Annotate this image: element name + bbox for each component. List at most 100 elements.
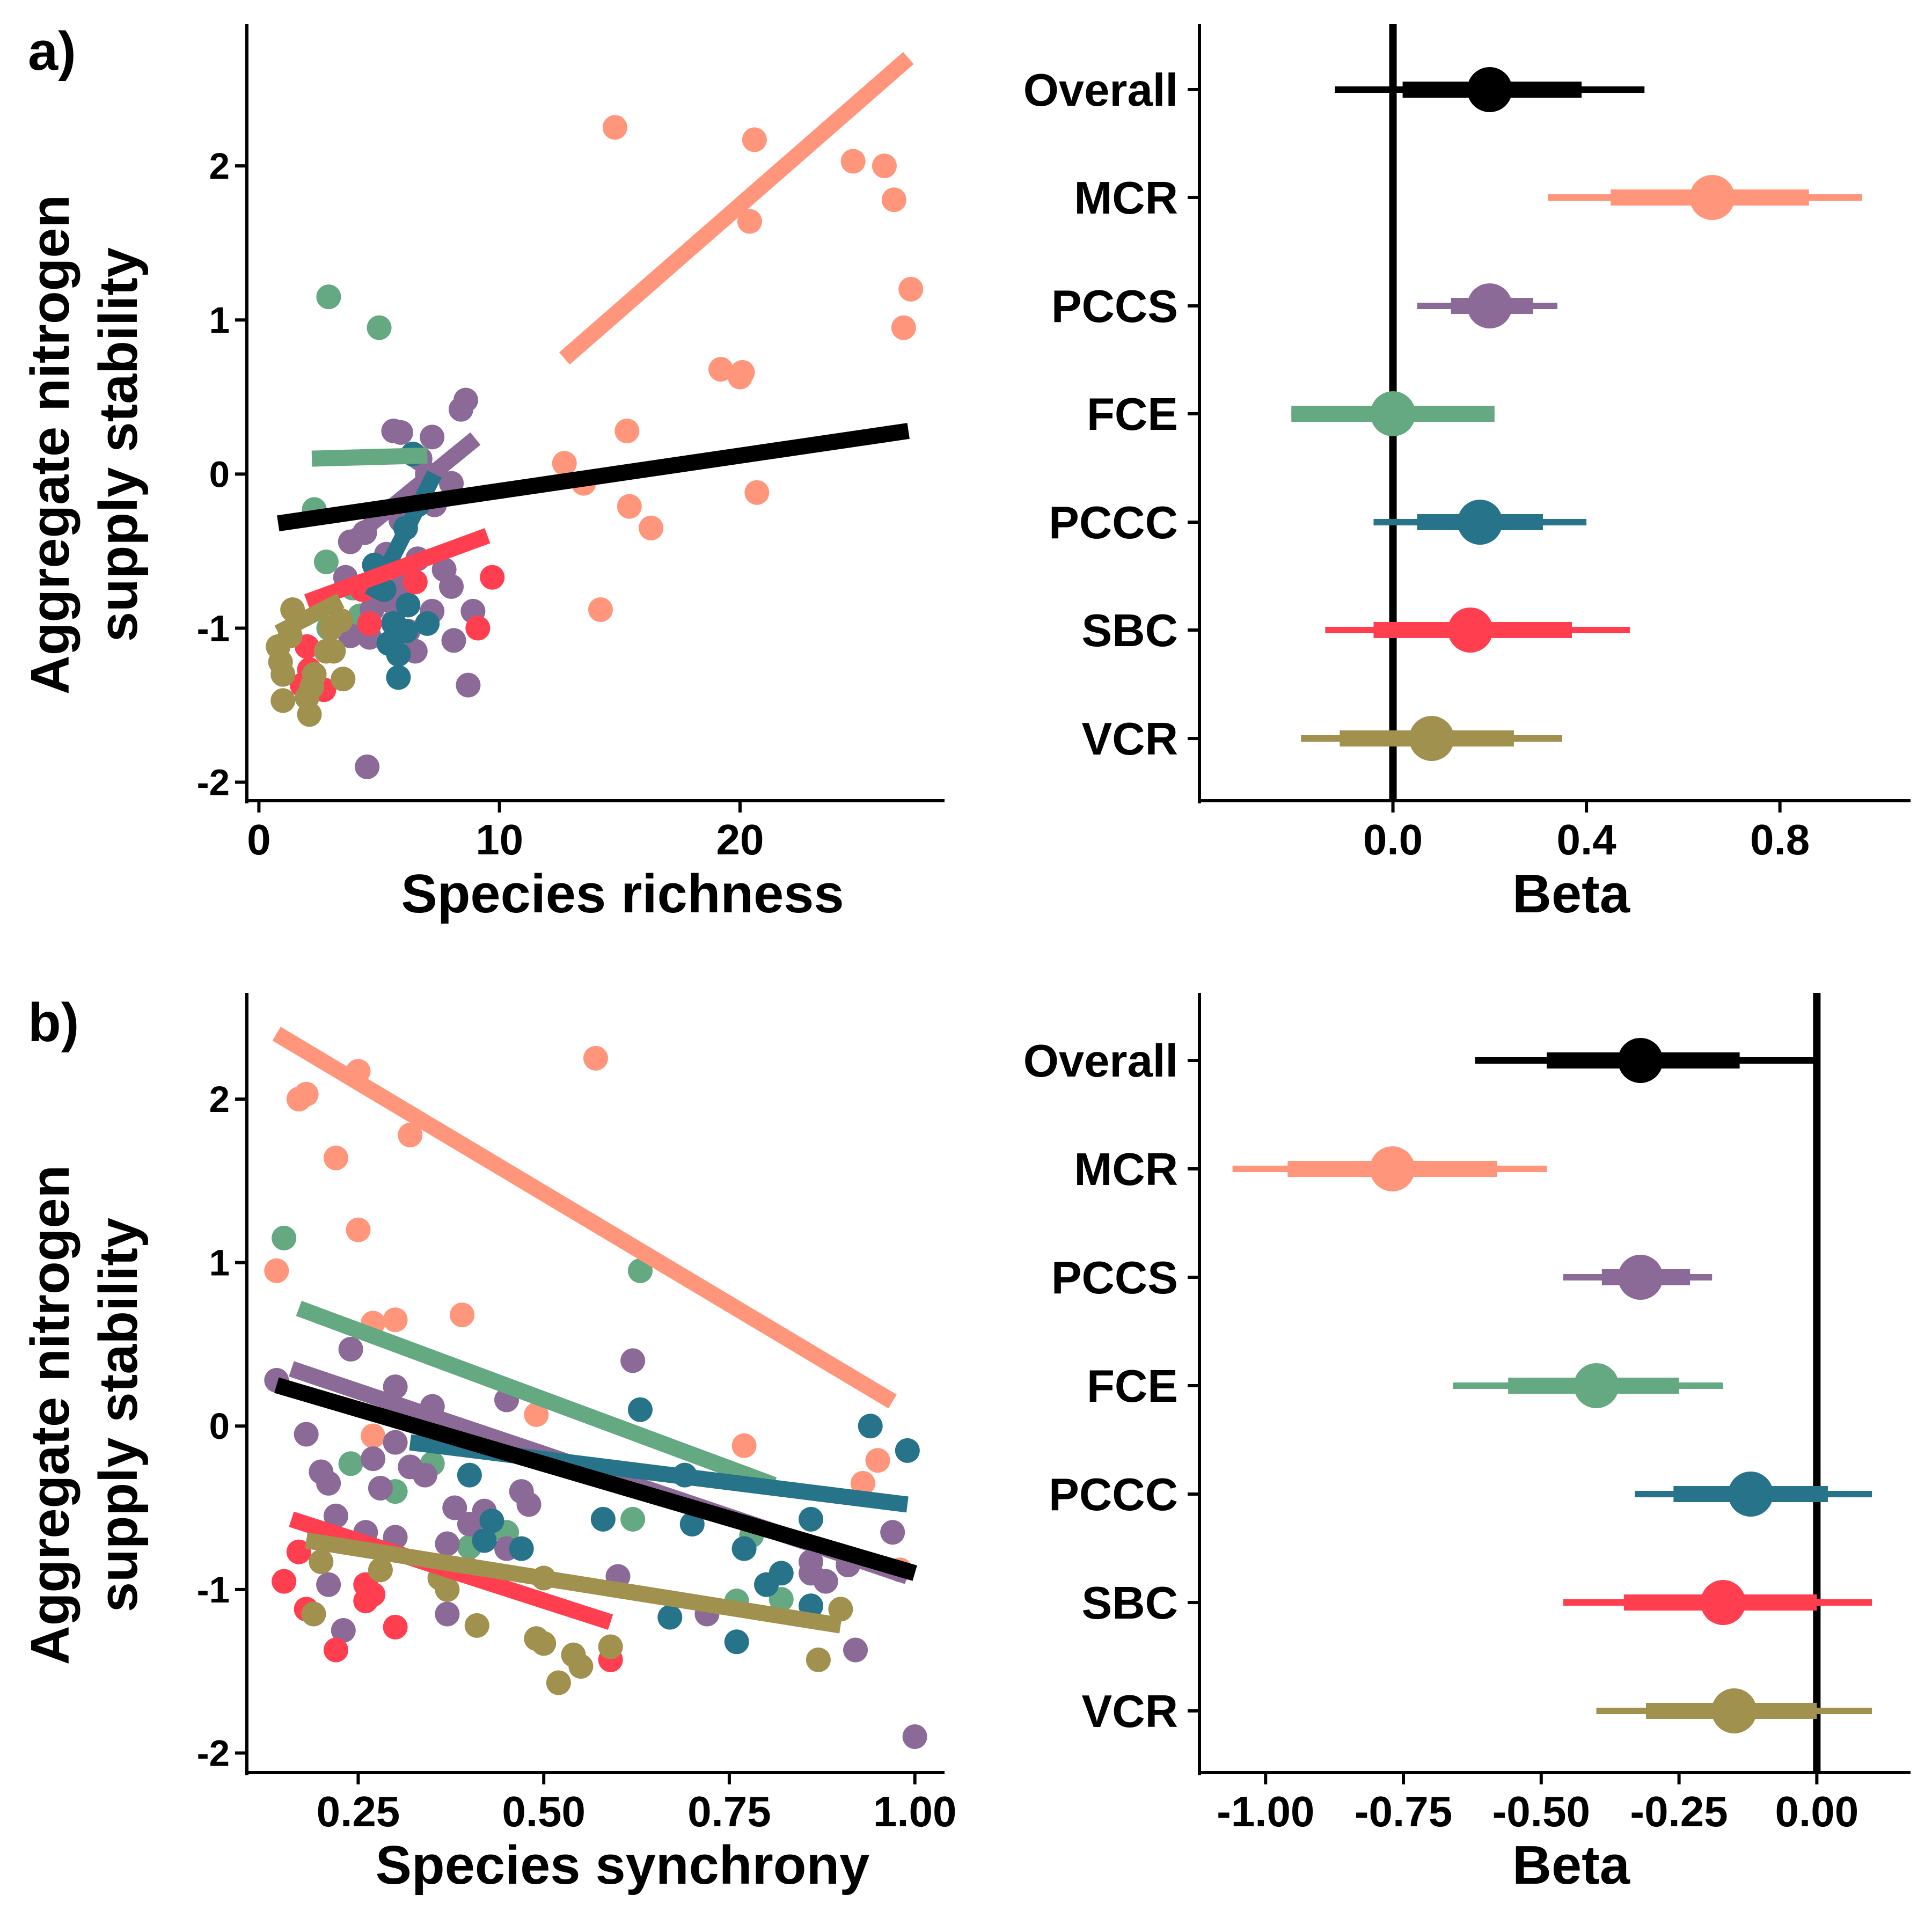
y-tick-label: -2	[197, 762, 230, 803]
estimate-point-mcr	[1689, 175, 1735, 220]
data-point-mcr	[552, 451, 577, 476]
x-tick-label: 1.00	[873, 1788, 957, 1835]
data-point-mcr	[286, 1086, 311, 1111]
y-tick-label: 2	[209, 145, 230, 187]
data-point-pccs	[843, 1637, 868, 1663]
y-tick-label: -1	[197, 1569, 230, 1611]
y-tick-label: 0	[209, 453, 230, 495]
data-point-pccs	[420, 425, 445, 450]
data-point-mcr	[602, 115, 627, 140]
x-tick-label: 10	[475, 816, 523, 863]
data-point-mcr	[727, 364, 752, 390]
data-point-pccc	[415, 611, 440, 636]
fit-line-vcr	[274, 593, 345, 640]
data-point-mcr	[323, 1145, 348, 1170]
data-point-pccc	[386, 665, 411, 690]
data-point-sbc	[465, 616, 491, 641]
x-axis-title: Beta	[1512, 864, 1630, 924]
data-point-pccc	[509, 1536, 534, 1561]
fit-line-overall	[277, 423, 910, 532]
data-point-pccc	[724, 1629, 749, 1655]
group-label: VCR	[1082, 714, 1178, 765]
data-point-pccs	[383, 1374, 408, 1400]
fit-line-overall	[274, 1377, 917, 1581]
fit-line-mcr	[559, 52, 914, 365]
group-label: Overall	[1023, 65, 1178, 116]
y-tick-label: 2	[209, 1079, 230, 1120]
fit-line-mcr	[272, 1027, 897, 1409]
data-point-mcr	[872, 153, 897, 179]
x-tick-label: -0.75	[1355, 1788, 1452, 1835]
group-label: PCCC	[1049, 1469, 1178, 1520]
data-point-pccs	[441, 628, 466, 653]
x-tick-label: 0.0	[1363, 816, 1423, 863]
y-axis-title-line-2: supply stability	[89, 247, 149, 642]
data-point-pccs	[355, 754, 380, 779]
group-label: Overall	[1023, 1036, 1178, 1087]
data-point-mcr	[588, 597, 613, 622]
estimate-point-vcr	[1711, 1688, 1757, 1733]
x-tick-label: 0.50	[502, 1788, 586, 1835]
data-point-pccs	[294, 1422, 319, 1447]
data-point-mcr	[865, 1448, 890, 1473]
data-point-mcr	[583, 1045, 608, 1071]
group-label: MCR	[1074, 1144, 1178, 1195]
data-point-mcr	[731, 1433, 757, 1458]
data-point-mcr	[639, 515, 664, 540]
data-point-pccc	[472, 1528, 497, 1553]
data-point-fce	[313, 549, 339, 574]
data-point-mcr	[361, 1423, 386, 1448]
data-point-sbc	[361, 1582, 386, 1607]
panel-label: b)	[28, 993, 79, 1053]
estimate-point-pccc	[1457, 500, 1503, 545]
data-point-vcr	[806, 1647, 831, 1672]
data-point-vcr	[546, 1670, 571, 1695]
data-point-fce	[620, 1506, 646, 1532]
data-point-pccs	[316, 1470, 341, 1496]
data-point-mcr	[398, 1123, 423, 1148]
estimate-point-pccs	[1618, 1255, 1663, 1300]
y-tick-label: 1	[209, 299, 230, 341]
data-point-pccc	[657, 1605, 683, 1630]
data-point-pccs	[383, 1430, 408, 1455]
x-tick-label: 0.75	[687, 1788, 771, 1835]
fit-line-sbc	[304, 528, 491, 610]
data-point-vcr	[297, 702, 322, 727]
estimate-point-pccs	[1467, 283, 1512, 328]
data-point-mcr	[383, 1307, 408, 1333]
data-point-pccc	[731, 1536, 757, 1561]
x-tick-label: 0	[247, 816, 271, 863]
data-point-mcr	[891, 315, 916, 340]
data-point-pccs	[439, 574, 464, 599]
data-point-sbc	[480, 565, 505, 590]
data-point-sbc	[357, 611, 382, 636]
estimate-point-fce	[1574, 1363, 1619, 1408]
data-point-sbc	[272, 1569, 297, 1594]
data-point-fce	[627, 1258, 653, 1283]
data-point-pccs	[516, 1492, 541, 1517]
y-axis-title-line-2: supply stability	[89, 1218, 149, 1612]
data-point-pccs	[442, 1495, 467, 1520]
group-label: SBC	[1082, 605, 1178, 656]
y-tick-label: -1	[197, 608, 230, 649]
data-point-vcr	[598, 1634, 623, 1659]
data-point-mcr	[614, 418, 640, 443]
group-label: PCCS	[1051, 1253, 1178, 1304]
data-point-fce	[338, 1451, 363, 1476]
x-tick-label: 0.00	[1775, 1788, 1859, 1835]
data-point-mcr	[881, 187, 906, 213]
estimate-point-vcr	[1409, 716, 1454, 761]
data-point-pccc	[590, 1506, 616, 1532]
data-point-sbc	[323, 1637, 348, 1663]
data-point-pccs	[435, 1601, 460, 1627]
estimate-point-pccc	[1728, 1472, 1774, 1517]
fit-line-pccs	[338, 432, 481, 553]
panel-a-forest-plot: 0.0 0.4 0.8 Beta Overall MCR PCCS FCE PCCC SBC VCR	[1023, 24, 1911, 924]
panel-b-forest-plot: -1.00 -0.75 -0.50 -0.25 0.00 Beta Overall MCR PC…	[1023, 993, 1911, 1896]
y-axis-title-line-1: Aggregate nitrogen	[20, 195, 80, 695]
data-point-sbc	[402, 569, 428, 595]
y-tick-label: 0	[209, 1406, 230, 1447]
